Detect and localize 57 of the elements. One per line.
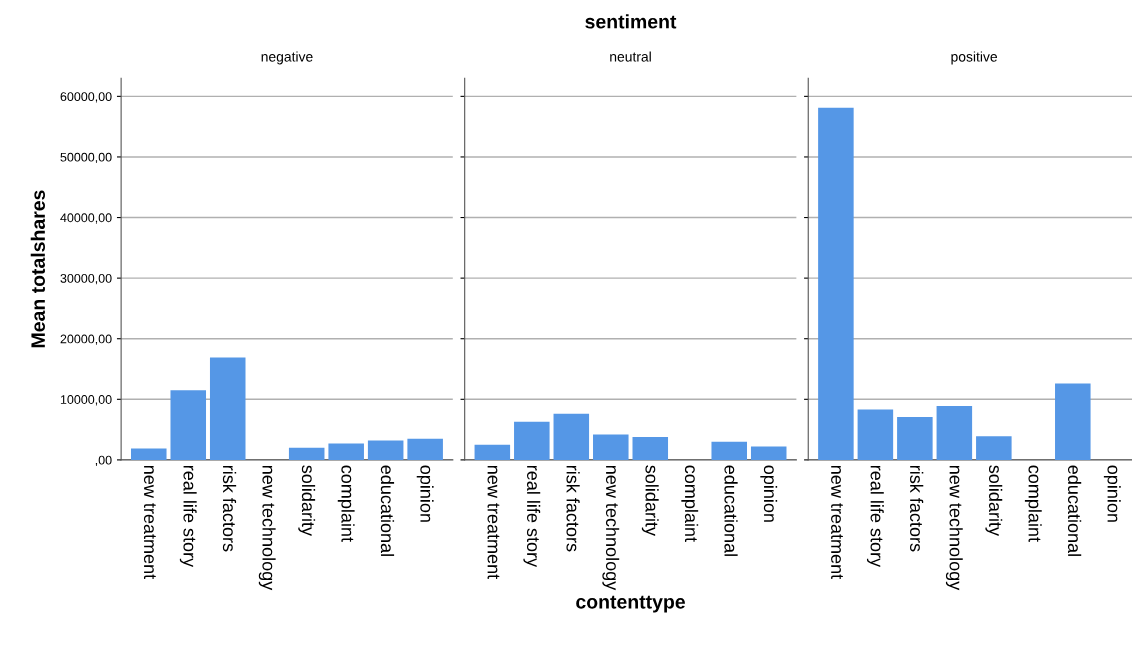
x-tick-label: new technology <box>258 465 276 591</box>
x-axis-title: contenttype <box>576 595 685 613</box>
x-tick-label: solidarity <box>985 465 1003 536</box>
bar <box>632 436 669 460</box>
bar <box>553 413 590 460</box>
y-tick-label: 30000,00 <box>60 273 112 285</box>
x-tick-label: new treatment <box>831 465 843 580</box>
bar <box>367 440 404 460</box>
x-tick-label: complaint <box>1024 465 1042 542</box>
x-tick-label: complaint <box>681 465 699 542</box>
bar <box>711 441 748 460</box>
bar <box>474 444 511 460</box>
x-tick-label: solidarity <box>298 465 316 536</box>
bar <box>818 107 854 460</box>
x-tick-label: real life story <box>179 465 197 568</box>
y-tick-label: ,00 <box>95 455 112 467</box>
bar <box>328 443 364 460</box>
x-tick-label: new technology <box>602 465 620 591</box>
x-tick-label: risk factors <box>222 465 237 552</box>
y-axis-title: Mean totalshares <box>30 190 46 348</box>
bar <box>288 447 325 460</box>
chart-title: positive <box>951 51 998 65</box>
text: sentiment <box>585 14 677 29</box>
x-tick-label: new treatment <box>143 465 156 580</box>
x-tick-label: complaint <box>337 465 355 542</box>
x-tick-label: educational <box>380 465 395 556</box>
bar <box>593 434 629 460</box>
bar <box>857 409 894 460</box>
bar <box>209 357 246 460</box>
bar <box>750 446 787 460</box>
x-tick-label: new treatment <box>487 465 500 580</box>
chart-title: negative <box>261 51 313 65</box>
bar <box>936 405 973 460</box>
x-tick-label: real life story <box>523 465 541 568</box>
y-tick-label: 40000,00 <box>60 213 112 224</box>
bar <box>170 390 207 460</box>
x-tick-label: risk factors <box>910 465 924 552</box>
x-tick-label: opinion <box>760 465 778 522</box>
x-tick-label: risk factors <box>566 465 580 552</box>
y-tick-label: 60000,00 <box>60 92 112 103</box>
y-tick-label: 10000,00 <box>60 395 112 406</box>
bar <box>407 438 443 460</box>
bar <box>514 421 550 460</box>
x-tick-label: educational <box>724 465 738 556</box>
bar <box>897 416 933 460</box>
y-tick-label: 50000,00 <box>60 152 112 164</box>
x-tick-label: educational <box>1067 465 1082 556</box>
x-tick-label: opinion <box>1103 465 1121 522</box>
x-tick-label: opinion <box>416 465 434 522</box>
x-tick-label: real life story <box>866 465 884 568</box>
bar <box>976 436 1012 460</box>
x-tick-label: new technology <box>945 465 963 591</box>
y-tick-label: 20000,00 <box>60 334 112 345</box>
chart-title: neutral <box>610 51 651 62</box>
x-tick-label: solidarity <box>641 465 659 536</box>
bar <box>131 448 167 460</box>
bar <box>1055 383 1091 460</box>
